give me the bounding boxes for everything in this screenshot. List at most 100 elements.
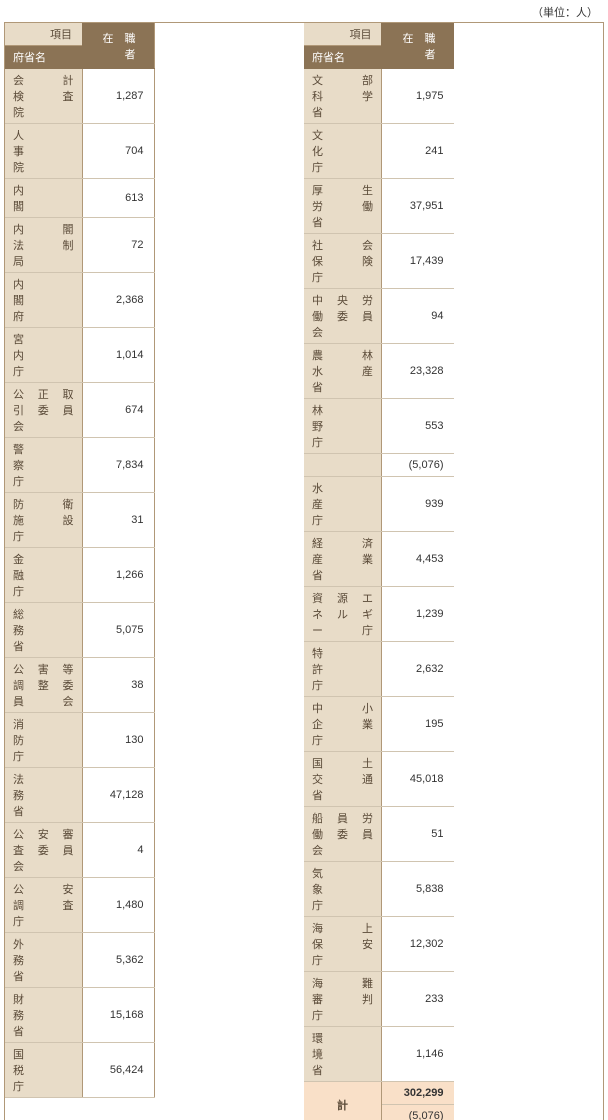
agency-name: 資 源 エ ネ ル ギ ー 庁 bbox=[304, 587, 381, 642]
table-row: 公 正 取 引 委 員 会674 bbox=[5, 383, 154, 438]
table-row: 海 難 審 判 庁233 bbox=[304, 972, 454, 1027]
agency-name: 公 正 取 引 委 員 会 bbox=[5, 383, 82, 438]
agency-value: 15,168 bbox=[82, 988, 154, 1043]
total-row: 計 302,299 bbox=[304, 1082, 454, 1105]
agency-value: (5,076) bbox=[381, 454, 453, 477]
agency-value: 94 bbox=[381, 289, 453, 344]
table-row: 警 察 庁7,834 bbox=[5, 438, 154, 493]
agency-value: 4 bbox=[82, 823, 154, 878]
table-row: 特 許 庁2,632 bbox=[304, 642, 454, 697]
table-row: 船 員 労 働 委 員 会51 bbox=[304, 807, 454, 862]
table-row: 防 衛 施 設 庁31 bbox=[5, 493, 154, 548]
agency-name: 消 防 庁 bbox=[5, 713, 82, 768]
agency-value: 2,368 bbox=[82, 273, 154, 328]
table-row: 農 林 水 産 省23,328 bbox=[304, 344, 454, 399]
agency-name: 中 小 企 業 庁 bbox=[304, 697, 381, 752]
table-row: 環 境 省1,146 bbox=[304, 1027, 454, 1082]
agency-value: 45,018 bbox=[381, 752, 453, 807]
table-row: 公 安 調 査 庁1,480 bbox=[5, 878, 154, 933]
agency-name bbox=[304, 454, 381, 477]
total-value-1: 302,299 bbox=[381, 1082, 453, 1105]
table-row: 総 務 省5,075 bbox=[5, 603, 154, 658]
agency-value: 241 bbox=[381, 124, 453, 179]
left-table: 項目 在 職 者 府省名 会 計 検 査 院1,287人 事 院704内 閣61… bbox=[5, 23, 155, 1098]
total-value-2: (5,076) bbox=[381, 1105, 453, 1120]
table-row: 気 象 庁5,838 bbox=[304, 862, 454, 917]
col-value-left: 在 職 者 bbox=[82, 23, 154, 69]
agency-name: 総 務 省 bbox=[5, 603, 82, 658]
tables-wrapper: 項目 在 職 者 府省名 会 計 検 査 院1,287人 事 院704内 閣61… bbox=[4, 22, 604, 1120]
agency-name: 財 務 省 bbox=[5, 988, 82, 1043]
table-row: 会 計 検 査 院1,287 bbox=[5, 69, 154, 124]
agency-name: 内 閣 bbox=[5, 179, 82, 218]
agency-name: 文 部 科 学 省 bbox=[304, 69, 381, 124]
table-row: (5,076) bbox=[304, 454, 454, 477]
agency-name: 気 象 庁 bbox=[304, 862, 381, 917]
table-row: 人 事 院704 bbox=[5, 124, 154, 179]
col-name-left: 府省名 bbox=[5, 46, 82, 69]
agency-value: 5,838 bbox=[381, 862, 453, 917]
col-name-right: 府省名 bbox=[304, 46, 381, 69]
agency-name: 国 税 庁 bbox=[5, 1043, 82, 1098]
agency-name: 社 会 保 険 庁 bbox=[304, 234, 381, 289]
agency-name: 厚 生 労 働 省 bbox=[304, 179, 381, 234]
agency-value: 5,362 bbox=[82, 933, 154, 988]
agency-name: 経 済 産 業 省 bbox=[304, 532, 381, 587]
agency-name: 内 閣 府 bbox=[5, 273, 82, 328]
agency-name: 会 計 検 査 院 bbox=[5, 69, 82, 124]
agency-value: 51 bbox=[381, 807, 453, 862]
agency-value: 704 bbox=[82, 124, 154, 179]
agency-value: 233 bbox=[381, 972, 453, 1027]
table-row: 外 務 省5,362 bbox=[5, 933, 154, 988]
table-row: 文 部 科 学 省1,975 bbox=[304, 69, 454, 124]
table-row: 金 融 庁1,266 bbox=[5, 548, 154, 603]
table-row: 文 化 庁241 bbox=[304, 124, 454, 179]
table-row: 財 務 省15,168 bbox=[5, 988, 154, 1043]
agency-name: 海 上 保 安 庁 bbox=[304, 917, 381, 972]
table-row: 内 閣 府2,368 bbox=[5, 273, 154, 328]
agency-name: 宮 内 庁 bbox=[5, 328, 82, 383]
table-row: 内 閣 法 制 局72 bbox=[5, 218, 154, 273]
agency-value: 7,834 bbox=[82, 438, 154, 493]
col-item-right: 項目 bbox=[304, 23, 381, 46]
agency-name: 公 安 審 査 委 員 会 bbox=[5, 823, 82, 878]
agency-name: 文 化 庁 bbox=[304, 124, 381, 179]
agency-name: 公 安 調 査 庁 bbox=[5, 878, 82, 933]
agency-value: 5,075 bbox=[82, 603, 154, 658]
agency-name: 警 察 庁 bbox=[5, 438, 82, 493]
agency-value: 1,480 bbox=[82, 878, 154, 933]
table-row: 林 野 庁553 bbox=[304, 399, 454, 454]
agency-name: 特 許 庁 bbox=[304, 642, 381, 697]
table-row: 宮 内 庁1,014 bbox=[5, 328, 154, 383]
agency-value: 38 bbox=[82, 658, 154, 713]
table-row: 海 上 保 安 庁12,302 bbox=[304, 917, 454, 972]
agency-value: 2,632 bbox=[381, 642, 453, 697]
table-row: 公 安 審 査 委 員 会4 bbox=[5, 823, 154, 878]
agency-name: 林 野 庁 bbox=[304, 399, 381, 454]
agency-name: 法 務 省 bbox=[5, 768, 82, 823]
agency-value: 47,128 bbox=[82, 768, 154, 823]
agency-name: 内 閣 法 制 局 bbox=[5, 218, 82, 273]
agency-name: 水 産 庁 bbox=[304, 477, 381, 532]
agency-name: 船 員 労 働 委 員 会 bbox=[304, 807, 381, 862]
table-row: 経 済 産 業 省4,453 bbox=[304, 532, 454, 587]
table-row: 消 防 庁130 bbox=[5, 713, 154, 768]
table-row: 資 源 エ ネ ル ギ ー 庁1,239 bbox=[304, 587, 454, 642]
agency-name: 外 務 省 bbox=[5, 933, 82, 988]
col-value-right: 在 職 者 bbox=[381, 23, 453, 69]
unit-label: （単位：人） bbox=[4, 4, 604, 20]
agency-value: 1,146 bbox=[381, 1027, 453, 1082]
agency-name: 農 林 水 産 省 bbox=[304, 344, 381, 399]
agency-name: 環 境 省 bbox=[304, 1027, 381, 1082]
agency-name: 国 土 交 通 省 bbox=[304, 752, 381, 807]
table-row: 国 税 庁56,424 bbox=[5, 1043, 154, 1098]
table-row: 法 務 省47,128 bbox=[5, 768, 154, 823]
agency-value: 130 bbox=[82, 713, 154, 768]
table-row: 内 閣613 bbox=[5, 179, 154, 218]
table-row: 中 小 企 業 庁195 bbox=[304, 697, 454, 752]
table-row: 水 産 庁939 bbox=[304, 477, 454, 532]
table-row: 中 央 労 働 委 員 会94 bbox=[304, 289, 454, 344]
agency-name: 中 央 労 働 委 員 会 bbox=[304, 289, 381, 344]
agency-value: 12,302 bbox=[381, 917, 453, 972]
agency-name: 海 難 審 判 庁 bbox=[304, 972, 381, 1027]
